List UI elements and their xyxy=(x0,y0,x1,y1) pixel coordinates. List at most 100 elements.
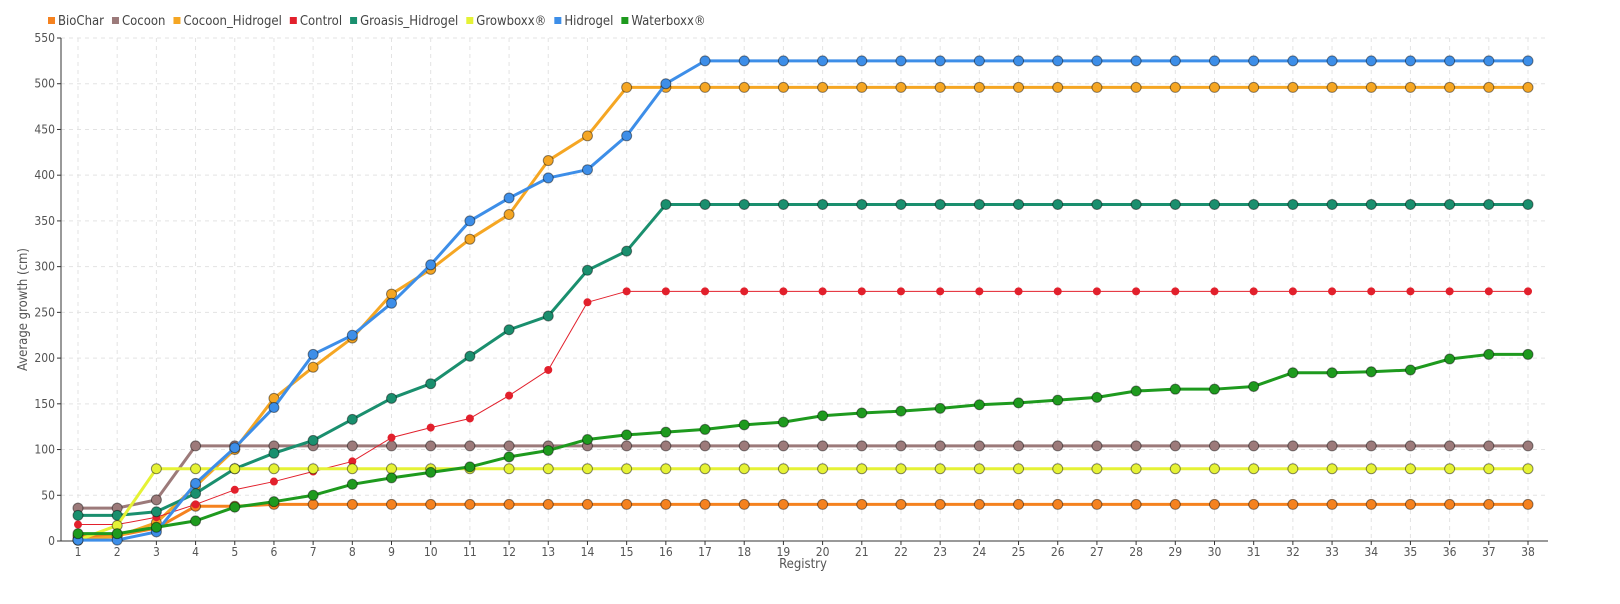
legend-item[interactable]: BioChar xyxy=(48,14,104,29)
data-point[interactable] xyxy=(817,55,829,67)
data-point[interactable] xyxy=(1091,463,1103,475)
data-point[interactable] xyxy=(1014,287,1023,296)
data-point[interactable] xyxy=(581,498,593,510)
data-point[interactable] xyxy=(817,498,829,510)
data-point[interactable] xyxy=(738,81,750,93)
data-point[interactable] xyxy=(464,350,476,362)
data-point[interactable] xyxy=(1013,81,1025,93)
data-point[interactable] xyxy=(777,416,789,428)
data-point[interactable] xyxy=(348,457,357,466)
data-point[interactable] xyxy=(150,494,162,506)
data-point[interactable] xyxy=(1130,440,1142,452)
data-point[interactable] xyxy=(1522,55,1534,67)
data-point[interactable] xyxy=(269,477,278,486)
data-point[interactable] xyxy=(581,463,593,475)
data-point[interactable] xyxy=(934,81,946,93)
legend-item[interactable]: Groasis_Hidrogel xyxy=(350,14,458,29)
data-point[interactable] xyxy=(699,55,711,67)
data-point[interactable] xyxy=(190,487,202,499)
data-point[interactable] xyxy=(738,440,750,452)
data-point[interactable] xyxy=(307,348,319,360)
data-point[interactable] xyxy=(229,501,241,513)
data-point[interactable] xyxy=(1287,198,1299,210)
data-point[interactable] xyxy=(1052,81,1064,93)
data-point[interactable] xyxy=(1287,367,1299,379)
data-point[interactable] xyxy=(777,198,789,210)
data-point[interactable] xyxy=(1091,391,1103,403)
data-point[interactable] xyxy=(464,498,476,510)
data-point[interactable] xyxy=(621,429,633,441)
data-point[interactable] xyxy=(622,287,631,296)
data-point[interactable] xyxy=(386,472,398,484)
data-point[interactable] xyxy=(1052,498,1064,510)
data-point[interactable] xyxy=(1365,440,1377,452)
data-point[interactable] xyxy=(387,433,396,442)
data-point[interactable] xyxy=(542,498,554,510)
data-point[interactable] xyxy=(1091,81,1103,93)
data-point[interactable] xyxy=(1522,81,1534,93)
data-point[interactable] xyxy=(1052,394,1064,406)
data-point[interactable] xyxy=(503,451,515,463)
legend-item[interactable]: Growboxx® xyxy=(466,14,546,29)
data-point[interactable] xyxy=(307,498,319,510)
data-point[interactable] xyxy=(464,461,476,473)
data-point[interactable] xyxy=(1208,463,1220,475)
data-point[interactable] xyxy=(701,287,710,296)
data-point[interactable] xyxy=(936,287,945,296)
data-point[interactable] xyxy=(1169,463,1181,475)
data-point[interactable] xyxy=(973,399,985,411)
data-point[interactable] xyxy=(621,463,633,475)
data-point[interactable] xyxy=(857,287,866,296)
data-point[interactable] xyxy=(1169,440,1181,452)
data-point[interactable] xyxy=(1483,498,1495,510)
data-point[interactable] xyxy=(503,324,515,336)
data-point[interactable] xyxy=(1326,198,1338,210)
data-point[interactable] xyxy=(1248,198,1260,210)
data-point[interactable] xyxy=(1288,287,1297,296)
legend-item[interactable]: Waterboxx® xyxy=(621,14,706,29)
data-point[interactable] xyxy=(425,498,437,510)
data-point[interactable] xyxy=(1484,287,1493,296)
data-point[interactable] xyxy=(621,498,633,510)
data-point[interactable] xyxy=(1522,348,1534,360)
data-point[interactable] xyxy=(229,442,241,454)
data-point[interactable] xyxy=(1287,81,1299,93)
data-point[interactable] xyxy=(1208,55,1220,67)
data-point[interactable] xyxy=(621,440,633,452)
data-point[interactable] xyxy=(817,81,829,93)
data-point[interactable] xyxy=(346,463,358,475)
data-point[interactable] xyxy=(817,198,829,210)
data-point[interactable] xyxy=(1404,463,1416,475)
data-point[interactable] xyxy=(973,198,985,210)
data-point[interactable] xyxy=(1248,498,1260,510)
data-point[interactable] xyxy=(426,423,435,432)
data-point[interactable] xyxy=(1171,287,1180,296)
data-point[interactable] xyxy=(386,288,398,300)
data-point[interactable] xyxy=(738,198,750,210)
data-point[interactable] xyxy=(934,55,946,67)
data-point[interactable] xyxy=(1052,440,1064,452)
data-point[interactable] xyxy=(1169,383,1181,395)
data-point[interactable] xyxy=(817,463,829,475)
data-point[interactable] xyxy=(346,478,358,490)
legend-item[interactable]: Cocoon_Hidrogel xyxy=(173,14,282,29)
data-point[interactable] xyxy=(777,440,789,452)
data-point[interactable] xyxy=(1483,440,1495,452)
data-point[interactable] xyxy=(1013,463,1025,475)
data-point[interactable] xyxy=(1169,198,1181,210)
data-point[interactable] xyxy=(1365,498,1377,510)
data-point[interactable] xyxy=(268,401,280,413)
data-point[interactable] xyxy=(973,440,985,452)
data-point[interactable] xyxy=(699,423,711,435)
data-point[interactable] xyxy=(1365,198,1377,210)
data-point[interactable] xyxy=(1483,81,1495,93)
data-point[interactable] xyxy=(386,498,398,510)
data-point[interactable] xyxy=(660,463,672,475)
data-point[interactable] xyxy=(74,520,82,529)
data-point[interactable] xyxy=(1326,55,1338,67)
data-point[interactable] xyxy=(1013,440,1025,452)
data-point[interactable] xyxy=(1208,81,1220,93)
data-point[interactable] xyxy=(895,440,907,452)
data-point[interactable] xyxy=(856,81,868,93)
data-point[interactable] xyxy=(738,463,750,475)
